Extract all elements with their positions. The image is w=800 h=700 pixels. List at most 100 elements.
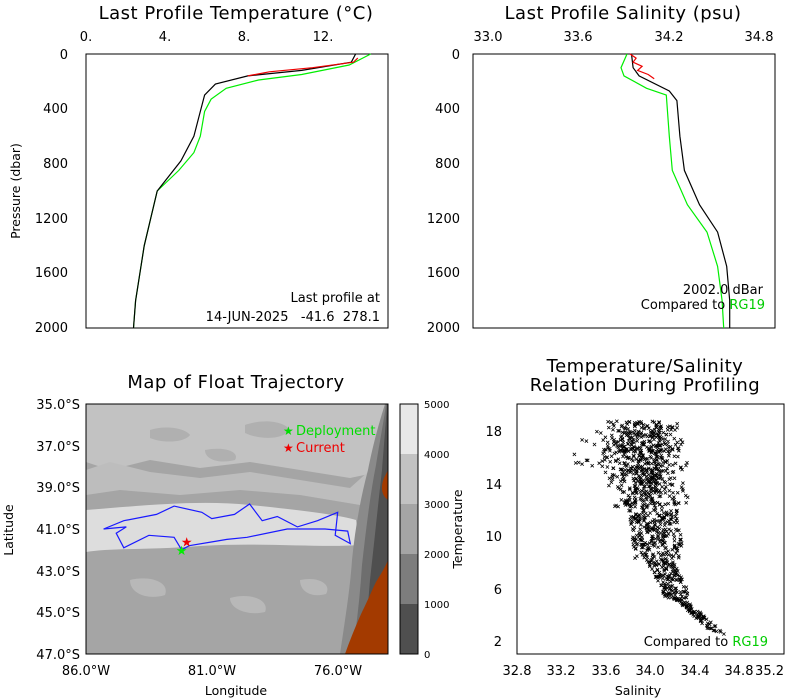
ts-point (685, 592, 690, 596)
ts-point (644, 558, 649, 562)
ts-point (675, 573, 680, 577)
ts-point (652, 427, 657, 432)
ts-point (627, 486, 632, 490)
ts-point (692, 609, 697, 614)
ts-point (685, 460, 689, 465)
ts-point (642, 525, 646, 529)
ts-point (661, 511, 666, 516)
ts-point (714, 629, 719, 634)
ts-x-label: Salinity (615, 683, 662, 698)
ts-point (663, 572, 667, 577)
ts-point (647, 434, 652, 438)
temperature-y-tick: 2000 (35, 321, 68, 336)
ts-point (646, 527, 650, 532)
temperature-x-tick: 8. (238, 30, 250, 45)
map-y-tick: 39.0°S (36, 481, 80, 496)
ts-point (590, 463, 595, 468)
ts-point (603, 470, 608, 475)
temperature-y-tick: 400 (43, 102, 68, 117)
ts-point (653, 575, 658, 579)
ts-point (633, 499, 638, 503)
ts-point (632, 422, 637, 427)
temperature-y-tick: 1600 (35, 266, 68, 281)
ts-point (678, 596, 683, 601)
ts-point (646, 560, 650, 564)
ts-point (679, 537, 683, 542)
ts-point (666, 549, 671, 554)
ts-point (644, 460, 649, 465)
ts-point (637, 534, 642, 538)
ts-point (700, 621, 704, 626)
ts-point (664, 558, 669, 562)
ts-point (713, 624, 718, 628)
ts-point (650, 419, 655, 424)
ts-point (687, 603, 692, 608)
land-fragment (381, 470, 388, 500)
ts-point (617, 486, 621, 491)
upper-layer-line (629, 53, 655, 80)
temperature-y-label: Pressure (dbar) (8, 143, 23, 239)
ts-point (648, 439, 652, 443)
map-y-tick: 45.0°S (36, 606, 80, 621)
ts-x-tick: 33.6 (592, 664, 621, 679)
ts-point (678, 532, 683, 537)
ts-point (678, 465, 683, 470)
ts-point (644, 552, 649, 557)
map-y-tick: 37.0°S (36, 440, 80, 455)
ts-point (662, 540, 666, 545)
ts-point (628, 429, 632, 434)
ts-point (650, 556, 655, 560)
bathymetry-patch (205, 448, 236, 462)
ts-point (684, 604, 689, 608)
ts-point (654, 423, 659, 428)
ts-point (658, 538, 663, 542)
ts-point (718, 630, 723, 634)
ts-point (665, 425, 670, 429)
temperature-x-tick: 12. (313, 30, 334, 45)
ts-point (678, 590, 683, 594)
ts-point (641, 514, 646, 519)
ts-point (584, 458, 589, 463)
ts-point (633, 546, 638, 551)
ts-point (678, 437, 683, 442)
ts-point (632, 428, 637, 433)
ts-point (641, 508, 646, 512)
ts-point (670, 562, 675, 566)
ts-point (668, 584, 673, 589)
ts-point (676, 448, 681, 453)
temperature-y-tick: 800 (43, 157, 68, 172)
ts-point (639, 550, 644, 555)
ts-point (654, 444, 659, 449)
ts-point (627, 495, 632, 500)
ts-point (673, 461, 678, 466)
ts-point (670, 556, 674, 561)
ts-point (660, 543, 665, 548)
ts-y-label: Temperature (450, 489, 465, 569)
ts-point (685, 495, 690, 500)
ts-point (669, 529, 673, 533)
ts-point (610, 474, 615, 479)
ts-point (674, 598, 679, 603)
ts-point (631, 542, 636, 547)
ts-point (684, 463, 688, 468)
ts-point (669, 592, 674, 597)
ts-point (653, 481, 658, 485)
ts-point (617, 449, 622, 454)
land (345, 560, 388, 654)
ts-point (647, 528, 651, 532)
ts-point (643, 552, 648, 557)
ts-point (642, 492, 647, 497)
ts-point (650, 534, 655, 539)
ts-point (607, 476, 612, 481)
ts-point (675, 454, 680, 459)
ts-x-tick: 34.0 (636, 664, 665, 679)
ts-point (665, 428, 670, 432)
ts-point (671, 490, 675, 495)
ts-point (644, 495, 648, 500)
ts-point (658, 522, 663, 527)
ts-scatter-points (572, 419, 726, 636)
ts-point (681, 590, 686, 594)
ts-point (662, 523, 667, 528)
ts-point (653, 540, 658, 545)
ts-point (698, 610, 703, 615)
